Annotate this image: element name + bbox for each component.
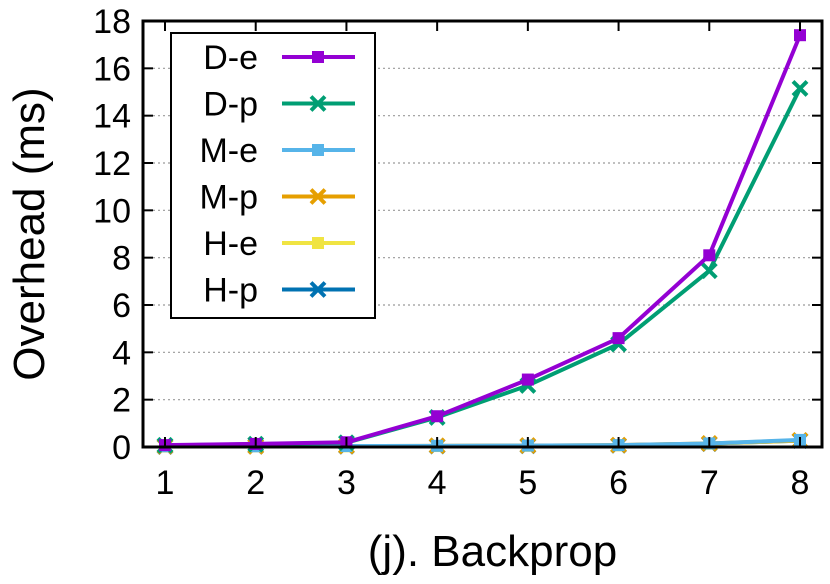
x-tick-label: 3 [337, 464, 356, 502]
legend-marker-d-p [309, 95, 327, 112]
legend-item-d-p: D-p [203, 86, 355, 124]
y-tick-label: 14 [93, 98, 131, 136]
legend-item-m-e: M-e [199, 132, 355, 170]
y-tick-label: 4 [112, 334, 131, 372]
legend-label: H-p [203, 272, 258, 310]
legend-item-m-p: M-p [199, 179, 355, 217]
legend-item-h-e: H-e [203, 225, 355, 263]
x-tick-label: 6 [609, 464, 628, 502]
data-point-d-p-stroke [791, 80, 809, 97]
data-point-d-e [431, 410, 444, 423]
y-tick-label: 0 [112, 429, 131, 467]
series-line-d-e [164, 34, 802, 448]
legend-marker-h-p [309, 281, 327, 298]
y-tick-label: 12 [93, 145, 131, 183]
legend-marker-m-p [309, 188, 327, 205]
x-axis-title: (j). Backprop [368, 527, 617, 576]
legend-marker-d-p-stroke [309, 95, 327, 112]
legend-item-d-e: D-e [203, 39, 355, 77]
data-point-d-e [794, 29, 806, 42]
legend-marker-h-e [312, 237, 324, 249]
legend-label: H-e [203, 225, 258, 263]
x-tick-label: 5 [518, 464, 537, 502]
y-tick-label: 6 [112, 287, 131, 325]
data-point-d-p [791, 80, 809, 97]
legend-label: M-e [199, 132, 258, 170]
legend-item-h-p: H-p [203, 272, 355, 310]
x-tick-label: 1 [156, 464, 175, 502]
y-tick-label: 2 [112, 382, 131, 420]
data-point-d-e [521, 373, 534, 386]
data-point-d-p [700, 262, 718, 280]
plot-frame [141, 19, 824, 449]
legend-label: D-e [203, 39, 258, 77]
legend-marker-d-e [312, 51, 324, 63]
legend-label: M-p [199, 179, 258, 217]
legend-marker-h-p-stroke [309, 281, 327, 298]
legend-marker-m-e [312, 144, 324, 156]
x-tick-label: 7 [700, 464, 719, 502]
legend-box [170, 32, 376, 319]
data-point-d-e [703, 249, 716, 262]
y-tick-label: 8 [112, 240, 131, 278]
x-tick-label: 2 [246, 464, 265, 502]
legend-marker-m-p-stroke [309, 188, 327, 205]
x-tick-label: 4 [428, 464, 447, 502]
data-point-d-p-stroke [700, 262, 718, 280]
x-tick-label: 8 [791, 464, 810, 502]
y-axis-title: Overhead (ms) [5, 87, 54, 380]
y-tick-label: 16 [93, 50, 131, 88]
data-point-d-e [612, 332, 625, 345]
legend-label: D-p [203, 86, 258, 124]
y-tick-label: 10 [93, 192, 131, 230]
legend: D-e D-p M-e M-p H-e H-p [170, 32, 376, 319]
y-tick-label: 18 [93, 3, 131, 41]
